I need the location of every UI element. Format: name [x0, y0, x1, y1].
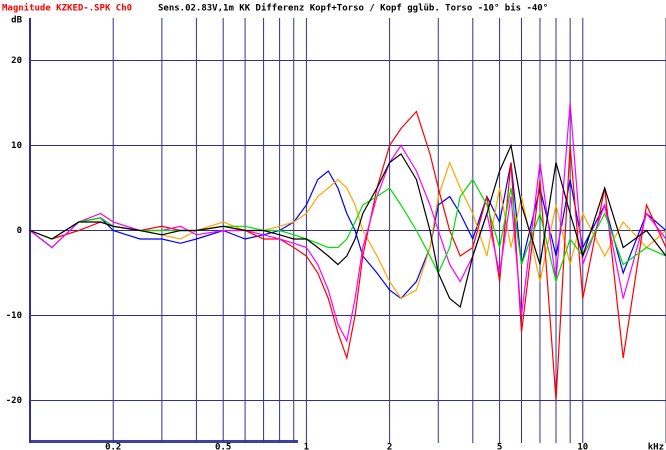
series-line — [29, 162, 666, 300]
y-tick-label: -20 — [6, 396, 22, 406]
x-tick-label: 1 — [304, 443, 309, 450]
chart-title-prefix: Magnitude KZKED-.SPK Ch0 — [2, 3, 132, 14]
series-line — [29, 160, 666, 300]
x-unit-label: kHz — [648, 443, 664, 450]
series-line — [29, 143, 666, 309]
x-tick-label: 0.5 — [215, 443, 231, 450]
y-tick-label: 0 — [17, 226, 22, 236]
x-tick-label: 2 — [387, 443, 392, 450]
x-tick-label: 0.2 — [105, 443, 121, 450]
y-axis-label: dB — [11, 16, 22, 26]
x-tick-label: 5 — [497, 443, 502, 450]
series-line — [29, 102, 666, 343]
y-tick-label: -10 — [6, 311, 22, 321]
y-tick-label: 10 — [11, 141, 22, 151]
x-tick-label: 10 — [577, 443, 588, 450]
chart-title: Sens.02.83V,1m KK Differenz Kopf+Torso /… — [158, 3, 548, 14]
y-tick-label: 20 — [11, 56, 22, 66]
scroll-bar — [30, 440, 298, 443]
